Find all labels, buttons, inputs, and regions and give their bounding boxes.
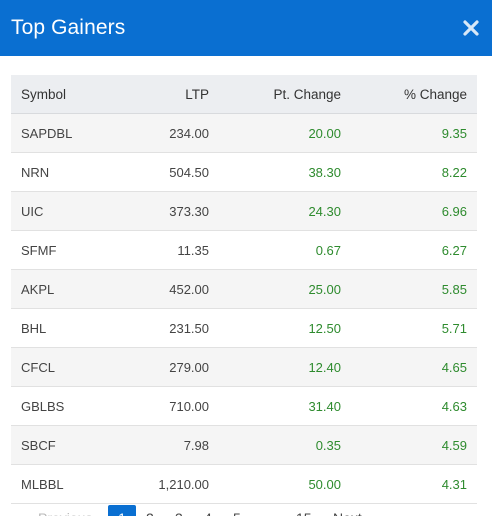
cell-pct-change: 9.35: [441, 125, 467, 141]
pagination-previous-button[interactable]: Previous: [38, 505, 92, 516]
cell-pt-change: 12.40: [308, 359, 341, 375]
cell-pct-change: 4.59: [441, 437, 467, 453]
pagination: « Previous 1 2 3 4 5 ... 15 Next »: [0, 500, 492, 516]
cell-pct-change: 4.63: [441, 398, 467, 414]
cell-symbol[interactable]: SFMF: [21, 242, 57, 258]
modal-header: Top Gainers: [0, 0, 492, 56]
table-row[interactable]: BHL 231.50 12.50 5.71: [11, 309, 477, 348]
close-icon[interactable]: [460, 17, 482, 39]
cell-pct-change: 4.65: [441, 359, 467, 375]
cell-ltp: 231.50: [169, 320, 209, 336]
pagination-last-button[interactable]: »: [374, 505, 382, 516]
table-header-row: Symbol LTP Pt. Change % Change: [11, 75, 477, 114]
table-row[interactable]: UIC 373.30 24.30 6.96: [11, 192, 477, 231]
cell-ltp: 1,210.00: [158, 476, 209, 492]
cell-ltp: 373.30: [169, 203, 209, 219]
cell-symbol[interactable]: SBCF: [21, 437, 56, 453]
cell-pt-change: 38.30: [308, 164, 341, 180]
table-row[interactable]: CFCL 279.00 12.40 4.65: [11, 348, 477, 387]
modal-title: Top Gainers: [11, 16, 126, 39]
pagination-page-1[interactable]: 1: [108, 505, 136, 516]
pagination-page-2[interactable]: 2: [146, 505, 154, 516]
cell-symbol[interactable]: UIC: [21, 203, 44, 219]
cell-ltp: 279.00: [169, 359, 209, 375]
column-header-symbol[interactable]: Symbol: [21, 86, 67, 102]
cell-ltp: 710.00: [169, 398, 209, 414]
cell-ltp: 11.35: [177, 242, 209, 258]
cell-symbol[interactable]: MLBBL: [21, 476, 64, 492]
column-header-pct-change[interactable]: % Change: [403, 86, 467, 102]
cell-pt-change: 50.00: [308, 476, 341, 492]
cell-pt-change: 12.50: [308, 320, 341, 336]
pagination-ellipsis: ...: [260, 505, 272, 516]
cell-pct-change: 5.85: [441, 281, 467, 297]
pagination-next-button[interactable]: Next: [333, 505, 362, 516]
table-row[interactable]: SBCF 7.98 0.35 4.59: [11, 426, 477, 465]
cell-pct-change: 6.96: [441, 203, 467, 219]
cell-symbol[interactable]: NRN: [21, 164, 50, 180]
cell-symbol[interactable]: SAPDBL: [21, 125, 73, 141]
cell-symbol[interactable]: CFCL: [21, 359, 55, 375]
column-header-ltp[interactable]: LTP: [185, 86, 209, 102]
column-header-pt-change[interactable]: Pt. Change: [273, 86, 341, 102]
cell-pt-change: 24.30: [308, 203, 341, 219]
cell-symbol[interactable]: AKPL: [21, 281, 55, 297]
cell-pt-change: 20.00: [308, 125, 341, 141]
pagination-page-3[interactable]: 3: [175, 505, 183, 516]
cell-pct-change: 5.71: [441, 320, 467, 336]
cell-pt-change: 0.67: [315, 242, 341, 258]
cell-ltp: 452.00: [169, 281, 209, 297]
pagination-page-15[interactable]: 15: [296, 505, 312, 516]
cell-pct-change: 8.22: [441, 164, 467, 180]
table-row[interactable]: GBLBS 710.00 31.40 4.63: [11, 387, 477, 426]
cell-pct-change: 4.31: [441, 476, 467, 492]
pagination-page-4[interactable]: 4: [204, 505, 212, 516]
table-row[interactable]: AKPL 452.00 25.00 5.85: [11, 270, 477, 309]
table-row[interactable]: SAPDBL 234.00 20.00 9.35: [11, 114, 477, 153]
top-gainers-table: Symbol LTP Pt. Change % Change SAPDBL 234…: [11, 75, 477, 504]
cell-symbol[interactable]: BHL: [21, 320, 47, 336]
table-row[interactable]: SFMF 11.35 0.67 6.27: [11, 231, 477, 270]
cell-pt-change: 31.40: [308, 398, 341, 414]
cell-ltp: 7.98: [183, 437, 209, 453]
pagination-page-5[interactable]: 5: [233, 505, 241, 516]
cell-pt-change: 25.00: [308, 281, 341, 297]
cell-pt-change: 0.35: [315, 437, 341, 453]
cell-symbol[interactable]: GBLBS: [21, 398, 65, 414]
table-row[interactable]: MLBBL 1,210.00 50.00 4.31: [11, 465, 477, 504]
pagination-first-button[interactable]: «: [20, 505, 28, 516]
cell-ltp: 234.00: [169, 125, 209, 141]
table-row[interactable]: NRN 504.50 38.30 8.22: [11, 153, 477, 192]
cell-ltp: 504.50: [169, 164, 209, 180]
cell-pct-change: 6.27: [441, 242, 467, 258]
